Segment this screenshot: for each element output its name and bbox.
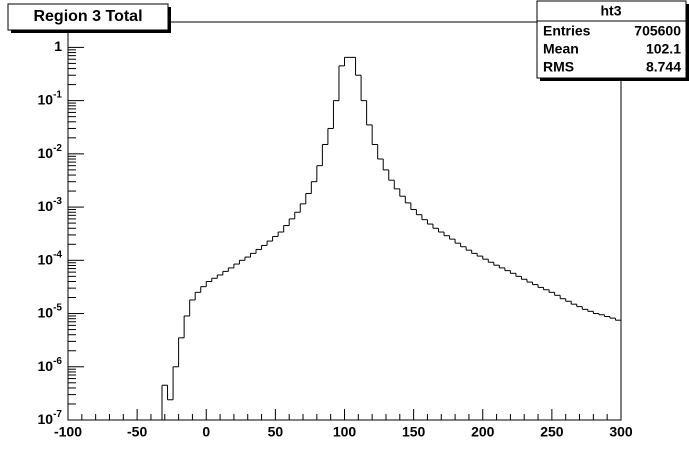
y-tick-label: 10-3	[38, 196, 63, 214]
stats-value: 705600	[634, 23, 681, 39]
x-tick-label: 200	[471, 424, 495, 440]
plot-frame	[67, 21, 622, 421]
y-tick-label: 10-5	[38, 302, 63, 320]
stats-title: ht3	[601, 3, 622, 19]
stats-label: Mean	[543, 41, 579, 57]
chart-title: Region 3 Total	[33, 8, 142, 25]
y-tick-label: 10-6	[38, 355, 63, 373]
stats-value: 8.744	[646, 59, 681, 75]
y-tick-label: 10-1	[38, 89, 63, 107]
title-box	[7, 3, 169, 31]
x-tick-label: 0	[202, 424, 210, 440]
x-tick-label: 300	[609, 424, 633, 440]
y-tick-label: 1	[54, 38, 62, 54]
x-tick-label: 150	[402, 424, 426, 440]
y-tick-label: 10-2	[38, 142, 63, 160]
stats-label: RMS	[543, 59, 574, 75]
x-tick-label: 50	[268, 424, 284, 440]
y-tick-label: 10-4	[38, 249, 63, 267]
stats-label: Entries	[543, 23, 591, 39]
x-tick-label: -100	[54, 424, 82, 440]
x-tick-label: -50	[127, 424, 147, 440]
stats-box	[536, 0, 687, 79]
x-tick-label: 250	[540, 424, 564, 440]
stats-value: 102.1	[646, 41, 681, 57]
x-tick-label: 100	[333, 424, 357, 440]
y-tick-label: 10-7	[38, 409, 63, 427]
